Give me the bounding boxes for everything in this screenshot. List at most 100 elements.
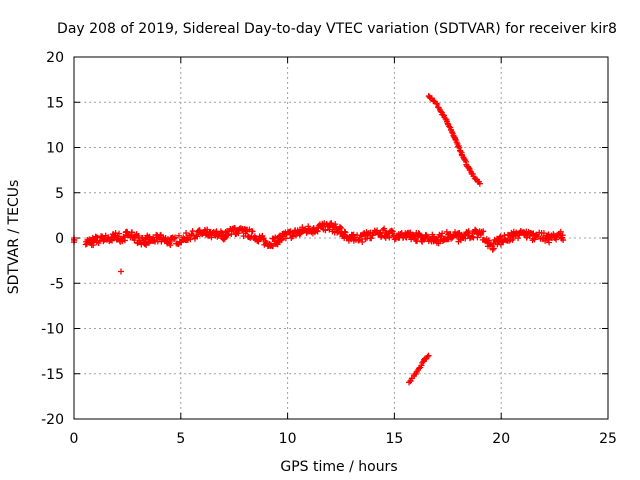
x-tick-label: 5: [176, 431, 185, 447]
data-point: [476, 180, 483, 187]
data-point: [474, 234, 481, 241]
data-point: [560, 237, 567, 244]
data-point: [269, 243, 276, 250]
data-point: [389, 228, 396, 235]
data-point: [341, 228, 348, 235]
data-point: [449, 234, 456, 241]
data-point: [448, 128, 455, 135]
data-point: [282, 235, 289, 242]
data-point: [141, 241, 148, 248]
data-point: [219, 230, 226, 237]
plot-frame: [73, 56, 609, 420]
data-point: [189, 228, 196, 235]
data-point: [440, 235, 447, 242]
data-points: [71, 92, 567, 386]
data-point: [434, 101, 441, 108]
data-point: [546, 239, 553, 246]
data-point: [477, 231, 484, 238]
data-point: [434, 236, 441, 243]
y-tick-label: -20: [41, 412, 64, 428]
data-point: [172, 234, 179, 241]
data-point: [328, 220, 335, 227]
data-point: [374, 227, 381, 234]
data-point: [419, 359, 426, 366]
data-point: [117, 268, 124, 275]
data-point: [121, 237, 128, 244]
x-tick-label: 10: [279, 431, 297, 447]
x-tick-label: 15: [385, 431, 403, 447]
data-point: [490, 245, 497, 252]
data-point: [275, 233, 282, 240]
data-point: [131, 237, 138, 244]
x-tick-label: 25: [599, 431, 617, 447]
data-point: [116, 230, 123, 237]
data-point: [208, 234, 215, 241]
data-point: [424, 353, 431, 360]
data-point: [167, 242, 174, 249]
data-point: [381, 225, 388, 232]
y-axis-label: SDTVAR / TECUs: [6, 180, 22, 295]
y-tick-label: -10: [41, 322, 64, 338]
data-point: [442, 115, 449, 122]
data-point: [342, 229, 349, 236]
data-point: [515, 235, 522, 242]
data-point: [531, 236, 538, 243]
data-point: [425, 352, 432, 359]
data-point: [193, 232, 200, 239]
axis-ticks: 0 5 10 15 20 25 20 15 10 5 0 -5 -10 -15 -20: [41, 50, 617, 447]
data-point: [338, 225, 345, 232]
data-point: [446, 123, 453, 130]
data-point: [171, 235, 178, 242]
data-point: [90, 242, 97, 249]
data-point: [359, 239, 366, 246]
chart-title: Day 208 of 2019, Sidereal Day-to-day VTE…: [57, 21, 617, 37]
data-point: [289, 233, 296, 240]
data-point: [489, 246, 496, 253]
y-tick-label: 20: [46, 50, 64, 66]
data-point: [204, 226, 211, 233]
data-point: [419, 234, 426, 241]
data-point: [506, 237, 513, 244]
data-point: [452, 135, 459, 142]
data-point: [388, 227, 395, 234]
data-point: [378, 232, 385, 239]
y-tick-label: 15: [46, 95, 64, 111]
data-point: [287, 228, 294, 235]
y-tick-label: 5: [55, 186, 64, 202]
data-point: [278, 236, 285, 243]
data-point: [379, 226, 386, 233]
y-tick-label: -15: [41, 367, 64, 383]
data-point: [109, 237, 116, 244]
data-point: [480, 228, 487, 235]
x-tick-label: 0: [70, 431, 79, 447]
data-point: [472, 226, 479, 233]
data-point: [553, 236, 560, 243]
data-point: [439, 230, 446, 237]
data-point: [540, 230, 547, 237]
data-point: [157, 231, 164, 238]
data-point: [456, 144, 463, 151]
data-point: [128, 229, 135, 236]
y-tick-label: -5: [50, 276, 64, 292]
data-point: [183, 230, 190, 237]
data-point: [332, 221, 339, 228]
data-point: [322, 227, 329, 234]
data-point: [557, 228, 564, 235]
data-point: [175, 232, 182, 239]
y-tick-label: 10: [46, 141, 64, 157]
data-point: [386, 234, 393, 241]
data-point: [336, 223, 343, 230]
data-point: [326, 226, 333, 233]
data-point: [368, 235, 375, 242]
data-point: [249, 228, 256, 235]
data-point: [143, 242, 150, 249]
x-axis-label: GPS time / hours: [280, 459, 397, 475]
y-tick-label: 0: [55, 231, 64, 247]
x-tick-label: 20: [492, 431, 510, 447]
data-point: [350, 237, 357, 244]
data-point: [430, 233, 437, 240]
data-point: [224, 232, 231, 239]
data-point: [455, 238, 462, 245]
data-point: [437, 108, 444, 115]
